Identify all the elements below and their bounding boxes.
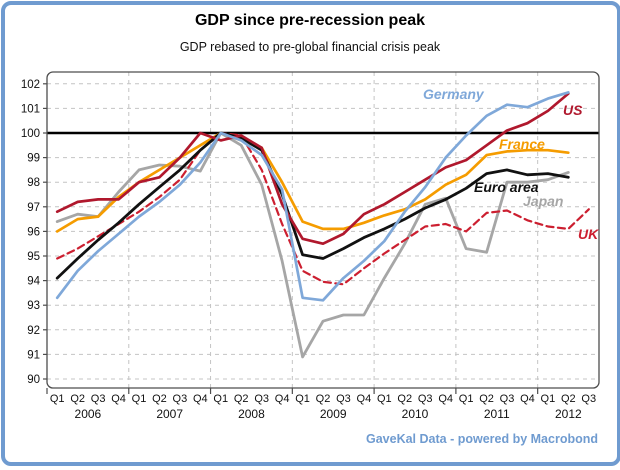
x-quarter-label: Q4 bbox=[193, 393, 208, 405]
series-label-us: US bbox=[563, 102, 583, 118]
x-year-label: 2009 bbox=[320, 407, 347, 421]
y-tick-label: 90 bbox=[27, 374, 40, 386]
x-quarter-label: Q1 bbox=[377, 393, 392, 405]
y-tick-label: 94 bbox=[27, 276, 40, 288]
y-tick-label: 98 bbox=[27, 177, 40, 189]
series-label-euro-area: Euro area bbox=[474, 179, 539, 195]
y-tick-label: 102 bbox=[21, 79, 40, 91]
x-quarter-label: Q1 bbox=[132, 393, 147, 405]
x-year-label: 2012 bbox=[555, 407, 582, 421]
x-quarter-label: Q3 bbox=[418, 393, 433, 405]
y-tick-label: 101 bbox=[21, 103, 40, 115]
x-quarter-label: Q3 bbox=[173, 393, 188, 405]
series-label-uk: UK bbox=[578, 226, 599, 242]
x-year-label: 2006 bbox=[75, 407, 102, 421]
series-line-japan bbox=[55, 131, 570, 359]
x-quarter-label: Q1 bbox=[541, 393, 556, 405]
x-quarter-label: Q1 bbox=[459, 393, 474, 405]
series-line-euro-area bbox=[55, 131, 570, 280]
series-line-uk bbox=[56, 131, 590, 286]
series-line-germany bbox=[55, 91, 570, 302]
series-label-france: France bbox=[499, 136, 545, 152]
x-quarter-label: Q4 bbox=[357, 393, 372, 405]
x-quarter-label: Q3 bbox=[254, 393, 269, 405]
x-quarter-label: Q4 bbox=[275, 393, 290, 405]
x-quarter-label: Q2 bbox=[397, 393, 412, 405]
x-year-label: 2010 bbox=[402, 407, 429, 421]
x-quarter-label: Q1 bbox=[213, 393, 228, 405]
x-quarter-label: Q2 bbox=[479, 393, 494, 405]
series-line-us bbox=[55, 92, 570, 246]
x-quarter-label: Q4 bbox=[520, 393, 535, 405]
x-year-label: 2007 bbox=[156, 407, 183, 421]
y-tick-label: 96 bbox=[27, 226, 40, 238]
x-quarter-label: Q2 bbox=[561, 393, 576, 405]
x-year-label: 2011 bbox=[484, 407, 510, 421]
x-quarter-label: Q1 bbox=[295, 393, 310, 405]
y-tick-label: 95 bbox=[27, 251, 40, 263]
chart-title: GDP since pre-recession peak bbox=[194, 12, 426, 29]
x-quarter-label: Q2 bbox=[234, 393, 249, 405]
x-quarter-label: Q3 bbox=[336, 393, 351, 405]
y-tick-label: 91 bbox=[27, 349, 40, 361]
series-label-germany: Germany bbox=[423, 86, 485, 102]
plot-frame bbox=[46, 71, 600, 389]
x-quarter-label: Q2 bbox=[70, 393, 85, 405]
y-tick-label: 93 bbox=[27, 300, 40, 312]
y-tick-label: 100 bbox=[21, 128, 40, 140]
x-quarter-label: Q3 bbox=[581, 393, 596, 405]
x-quarter-label: Q3 bbox=[91, 393, 106, 405]
x-quarter-label: Q4 bbox=[438, 393, 453, 405]
data-source-credit: GaveKal Data - powered by Macrobond bbox=[366, 432, 598, 446]
x-year-label: 2008 bbox=[238, 407, 265, 421]
y-tick-label: 97 bbox=[27, 202, 40, 214]
x-quarter-label: Q4 bbox=[111, 393, 126, 405]
series-label-japan: Japan bbox=[523, 193, 563, 209]
chart-subtitle: GDP rebased to pre-global financial cris… bbox=[179, 40, 441, 54]
y-tick-label: 92 bbox=[27, 325, 40, 337]
y-tick-label: 99 bbox=[27, 153, 40, 165]
x-quarter-label: Q3 bbox=[500, 393, 515, 405]
x-quarter-label: Q2 bbox=[152, 393, 167, 405]
x-quarter-label: Q2 bbox=[316, 393, 331, 405]
x-quarter-label: Q1 bbox=[50, 393, 65, 405]
